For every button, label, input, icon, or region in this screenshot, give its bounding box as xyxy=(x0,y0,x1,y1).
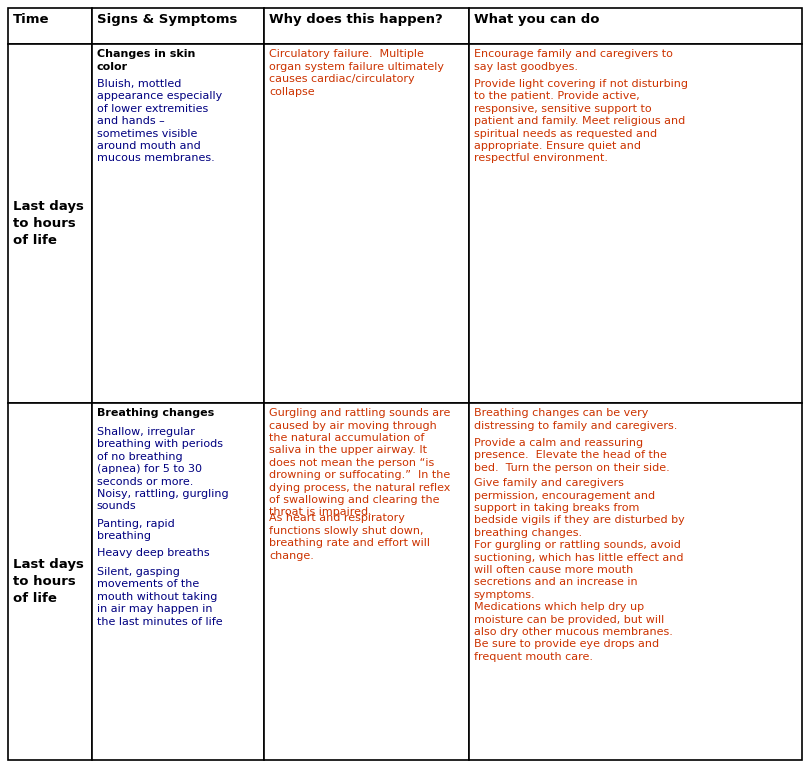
Bar xyxy=(264,403,469,760)
Text: Signs & Symptoms: Signs & Symptoms xyxy=(97,13,237,26)
Bar xyxy=(8,8,92,44)
Text: Gurgling and rattling sounds are
caused by air moving through
the natural accumu: Gurgling and rattling sounds are caused … xyxy=(270,409,451,517)
Bar xyxy=(8,403,92,760)
Text: Last days
to hours
of life: Last days to hours of life xyxy=(13,558,84,605)
Text: Give family and caregivers
permission, encouragement and
support in taking break: Give family and caregivers permission, e… xyxy=(474,478,684,538)
Bar xyxy=(469,44,802,403)
Text: What you can do: What you can do xyxy=(474,13,599,26)
Text: Bluish, mottled
appearance especially
of lower extremities
and hands –
sometimes: Bluish, mottled appearance especially of… xyxy=(97,79,222,164)
Text: Last days
to hours
of life: Last days to hours of life xyxy=(13,200,84,247)
Text: Changes in skin
color: Changes in skin color xyxy=(97,50,195,72)
Bar xyxy=(8,44,92,403)
Text: Breathing changes can be very
distressing to family and caregivers.: Breathing changes can be very distressin… xyxy=(474,409,677,431)
Bar xyxy=(92,403,264,760)
Text: Time: Time xyxy=(13,13,49,26)
Text: Why does this happen?: Why does this happen? xyxy=(270,13,443,26)
Bar xyxy=(264,8,469,44)
Bar xyxy=(469,8,802,44)
Text: Panting, rapid
breathing: Panting, rapid breathing xyxy=(97,519,175,541)
Text: Medications which help dry up
moisture can be provided, but will
also dry other : Medications which help dry up moisture c… xyxy=(474,602,672,662)
Text: Noisy, rattling, gurgling
sounds: Noisy, rattling, gurgling sounds xyxy=(97,489,228,511)
Text: Provide light covering if not disturbing
to the patient. Provide active,
respons: Provide light covering if not disturbing… xyxy=(474,79,688,164)
Text: As heart and respiratory
functions slowly shut down,
breathing rate and effort w: As heart and respiratory functions slowl… xyxy=(270,513,430,561)
Text: Heavy deep breaths: Heavy deep breaths xyxy=(97,549,210,558)
Text: Breathing changes: Breathing changes xyxy=(97,409,214,418)
Bar xyxy=(469,403,802,760)
Text: Provide a calm and reassuring
presence.  Elevate the head of the
bed.  Turn the : Provide a calm and reassuring presence. … xyxy=(474,438,669,473)
Text: Silent, gasping
movements of the
mouth without taking
in air may happen in
the l: Silent, gasping movements of the mouth w… xyxy=(97,567,223,627)
Text: Shallow, irregular
breathing with periods
of no breathing
(apnea) for 5 to 30
se: Shallow, irregular breathing with period… xyxy=(97,427,223,487)
Bar xyxy=(92,44,264,403)
Bar xyxy=(264,44,469,403)
Text: Circulatory failure.  Multiple
organ system failure ultimately
causes cardiac/ci: Circulatory failure. Multiple organ syst… xyxy=(270,50,445,96)
Bar xyxy=(92,8,264,44)
Text: For gurgling or rattling sounds, avoid
suctioning, which has little effect and
w: For gurgling or rattling sounds, avoid s… xyxy=(474,540,683,600)
Text: Encourage family and caregivers to
say last goodbyes.: Encourage family and caregivers to say l… xyxy=(474,50,672,72)
